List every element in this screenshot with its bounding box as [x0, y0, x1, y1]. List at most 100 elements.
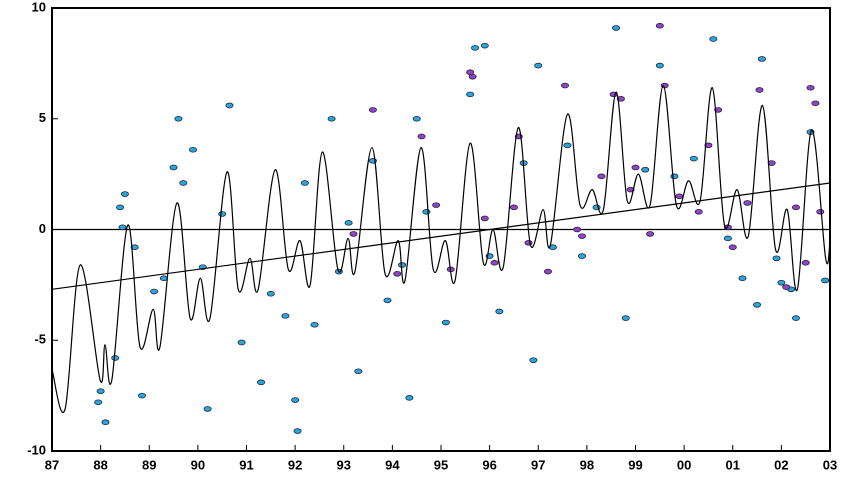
data-point: [772, 255, 781, 262]
data-point: [293, 428, 302, 434]
data-point: [655, 62, 664, 69]
data-point: [704, 142, 713, 149]
data-point: [578, 233, 587, 239]
y-tick-label: -5: [34, 332, 46, 347]
data-point: [791, 315, 800, 321]
data-point: [495, 308, 504, 315]
data-point: [150, 288, 159, 295]
data-point: [723, 235, 732, 242]
x-tick-label: 03: [823, 457, 837, 472]
data-point: [174, 115, 183, 122]
data-point: [597, 173, 606, 180]
data-point: [225, 102, 234, 109]
data-point: [806, 84, 815, 91]
data-point: [137, 392, 146, 399]
data-point: [655, 22, 664, 29]
x-tick-label: 87: [45, 457, 59, 472]
data-point: [468, 73, 477, 80]
data-point: [753, 302, 762, 308]
data-point: [116, 204, 125, 211]
x-tick-label: 98: [580, 457, 594, 472]
y-tick-label: 0: [39, 221, 46, 236]
x-tick-label: 00: [677, 457, 691, 472]
data-point: [755, 87, 764, 93]
data-point: [441, 319, 450, 326]
data-point: [621, 315, 630, 321]
x-tick-label: 88: [93, 457, 107, 472]
data-point: [471, 45, 480, 51]
x-tick-label: 89: [142, 457, 156, 472]
data-point: [120, 191, 129, 197]
y-tick-label: 5: [39, 110, 46, 125]
data-point: [543, 268, 552, 275]
data-point: [354, 368, 363, 375]
data-point: [714, 107, 723, 113]
data-point: [641, 166, 650, 173]
data-point: [777, 279, 786, 286]
data-point: [560, 82, 569, 89]
data-point: [111, 355, 120, 361]
data-point: [791, 204, 800, 211]
data-point: [670, 173, 679, 180]
data-point: [626, 186, 635, 193]
data-point: [281, 313, 290, 319]
data-point: [266, 290, 275, 297]
data-point: [383, 297, 392, 304]
y-tick-label: -10: [27, 442, 46, 457]
data-point: [189, 146, 198, 153]
data-point: [573, 226, 582, 233]
data-point: [816, 208, 825, 215]
trend-line: [51, 182, 831, 290]
data-point: [432, 202, 441, 208]
data-point: [563, 142, 572, 149]
data-point: [422, 208, 431, 215]
data-point: [237, 339, 246, 346]
x-tick-label: 96: [482, 457, 496, 472]
data-point: [169, 164, 178, 171]
x-tick-label: 02: [774, 457, 788, 472]
data-point: [743, 200, 752, 206]
data-point: [349, 231, 358, 237]
x-tick-label: 91: [239, 457, 253, 472]
data-point: [480, 42, 489, 49]
data-point: [782, 284, 791, 290]
data-point: [509, 204, 518, 211]
data-point: [300, 180, 309, 186]
data-point: [524, 239, 533, 246]
data-point: [344, 220, 353, 226]
data-point: [368, 107, 377, 113]
data-point: [757, 56, 766, 62]
data-point: [480, 215, 489, 222]
data-point: [412, 115, 421, 122]
x-tick-label: 97: [531, 457, 545, 472]
x-tick-label: 92: [288, 457, 302, 472]
data-point: [203, 406, 212, 412]
data-point: [218, 211, 227, 217]
data-point: [689, 155, 698, 162]
data-point: [101, 419, 110, 426]
x-tick-label: 94: [385, 457, 400, 472]
data-point: [130, 244, 139, 251]
data-point: [466, 91, 475, 98]
data-point: [631, 164, 640, 171]
data-point: [490, 259, 499, 266]
x-tick-label: 01: [726, 457, 740, 472]
x-tick-label: 99: [628, 457, 642, 472]
data-point: [821, 277, 830, 284]
data-point: [616, 96, 625, 102]
data-point: [96, 388, 105, 394]
y-tick-label: 10: [32, 0, 46, 14]
fitted-curve: [51, 84, 831, 413]
data-point: [159, 275, 168, 282]
data-point: [327, 115, 336, 122]
x-tick-label: 95: [434, 457, 448, 472]
data-point: [393, 270, 402, 277]
x-tick-label: 90: [191, 457, 205, 472]
data-point: [694, 208, 703, 215]
data-point: [801, 259, 810, 266]
data-point: [179, 180, 188, 186]
x-tick-label: 93: [337, 457, 351, 472]
data-point: [310, 321, 319, 328]
